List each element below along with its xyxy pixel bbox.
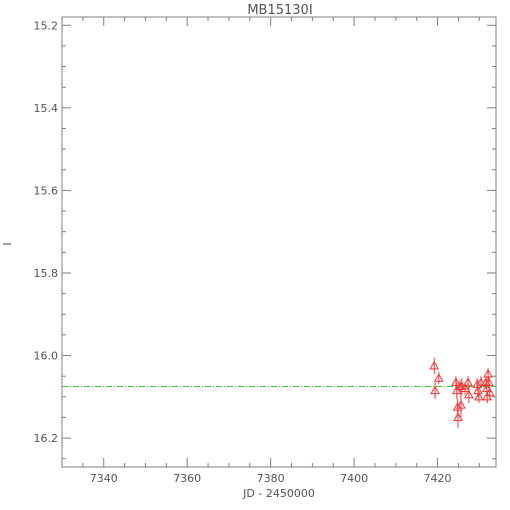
y-tick-label: 16.2 bbox=[34, 432, 59, 445]
y-tick-label: 15.4 bbox=[34, 102, 59, 115]
x-tick-label: 7420 bbox=[424, 472, 452, 485]
data-point-triangle bbox=[463, 377, 473, 386]
data-point-triangle bbox=[429, 360, 440, 370]
x-tick-label: 7380 bbox=[257, 472, 285, 485]
data-point-triangle bbox=[430, 385, 440, 395]
data-point-triangle bbox=[464, 389, 474, 399]
data-point-triangle bbox=[433, 373, 444, 382]
y-tick-label: 15.2 bbox=[34, 19, 59, 32]
x-tick-label: 7400 bbox=[340, 472, 368, 485]
data-point-triangle bbox=[484, 377, 494, 386]
data-point-triangle bbox=[474, 391, 484, 401]
data-point-triangle bbox=[451, 377, 461, 386]
data-point-triangle bbox=[482, 391, 493, 401]
axis-ticks: 7340 7360 7380 7400 7420 15.2 15.4 15.6 15.8 16.0… bbox=[34, 17, 496, 485]
data-point-triangle bbox=[484, 387, 495, 397]
plot-frame bbox=[61, 16, 497, 468]
data-point-triangle bbox=[453, 412, 463, 421]
y-axis-label: I bbox=[1, 242, 14, 245]
chart-title: MB15130I bbox=[247, 3, 312, 18]
data-point-triangle bbox=[483, 369, 493, 378]
x-tick-label: 7360 bbox=[173, 472, 201, 485]
x-tick-label: 7340 bbox=[90, 472, 118, 485]
data-point-triangle bbox=[451, 385, 462, 395]
data-point-triangle bbox=[460, 383, 470, 393]
x-axis-label: JD - 2450000 bbox=[242, 487, 315, 500]
data-point-triangle bbox=[456, 400, 466, 409]
y-tick-label: 15.8 bbox=[34, 267, 59, 280]
y-tick-label: 15.6 bbox=[34, 184, 59, 197]
data-point-triangle bbox=[476, 377, 486, 386]
data-points bbox=[429, 357, 495, 428]
y-tick-label: 16.0 bbox=[34, 350, 59, 363]
